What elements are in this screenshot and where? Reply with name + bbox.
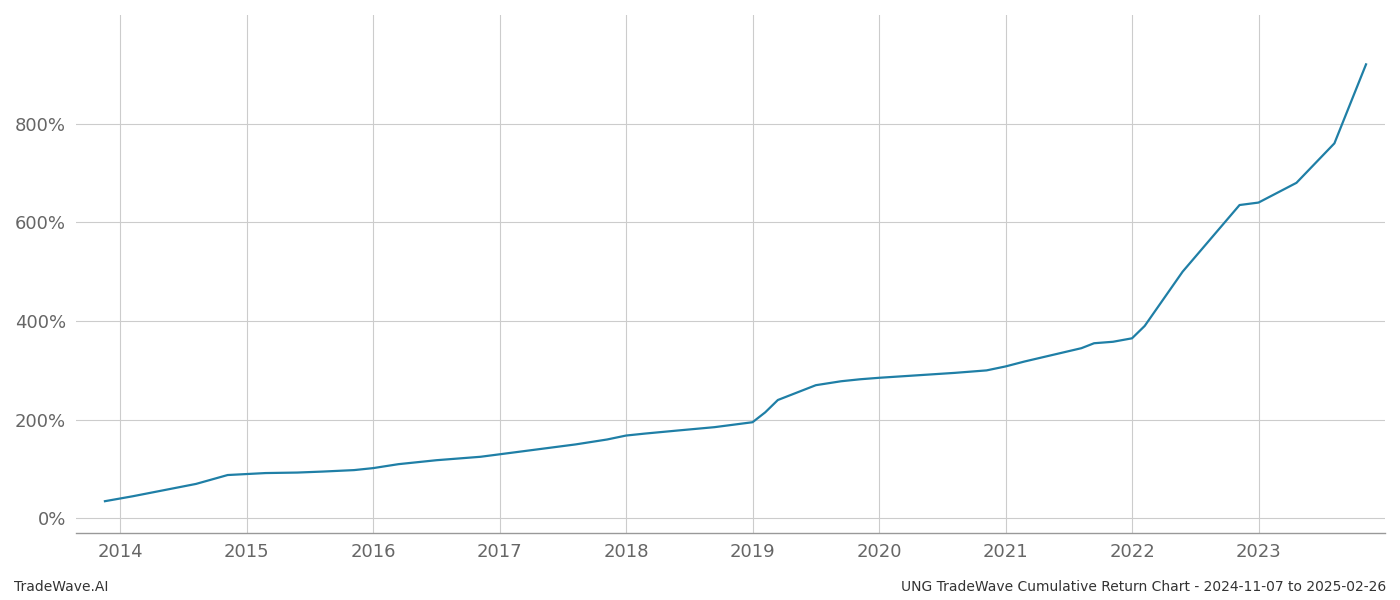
- Text: UNG TradeWave Cumulative Return Chart - 2024-11-07 to 2025-02-26: UNG TradeWave Cumulative Return Chart - …: [900, 580, 1386, 594]
- Text: TradeWave.AI: TradeWave.AI: [14, 580, 108, 594]
